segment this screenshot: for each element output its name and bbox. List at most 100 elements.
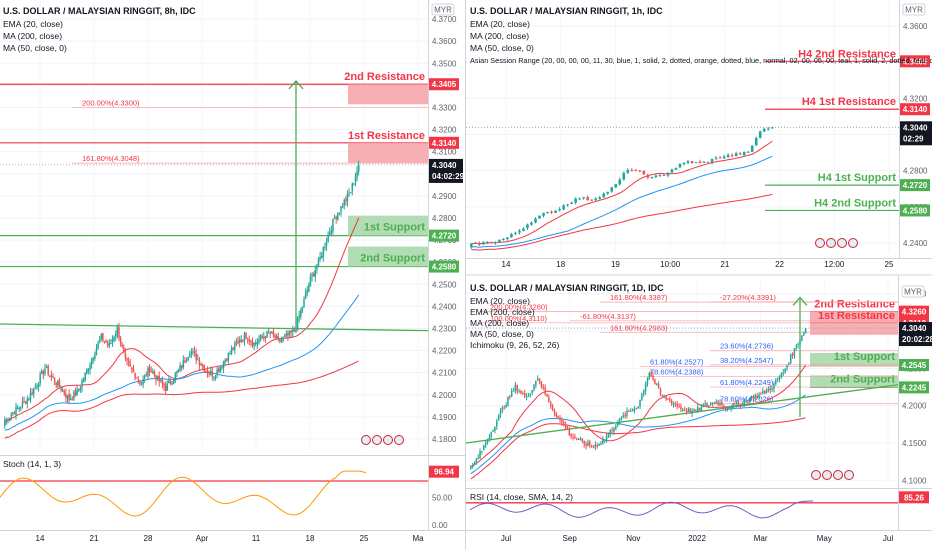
candle [722, 405, 725, 408]
candle [16, 407, 19, 409]
candle [221, 366, 223, 368]
candle [486, 241, 489, 243]
currency-badge[interactable] [901, 285, 925, 298]
economic-event-icon[interactable] [811, 470, 821, 480]
candle [769, 388, 771, 391]
fib-label: 200.00%(4.3260) [490, 303, 548, 312]
resistance-label: 1st Resistance [818, 310, 895, 322]
candle [576, 438, 578, 440]
candle [558, 209, 561, 211]
economic-event-icon[interactable] [815, 238, 825, 248]
indicator-ema200-1d[interactable]: EMA (200, close) [470, 307, 535, 317]
candle [766, 128, 770, 130]
indicator-ma200-8h[interactable]: MA (200, close) [3, 31, 62, 41]
candle [700, 406, 703, 411]
candle [176, 371, 178, 374]
candle [736, 402, 738, 405]
economic-event-icon[interactable] [383, 435, 393, 445]
indicator-ema-1d[interactable]: EMA (20, close) [470, 296, 530, 306]
time-axis-label: 25 [360, 534, 369, 543]
indicator-ema-8h[interactable]: EMA (20, close) [3, 19, 63, 29]
economic-event-icon[interactable] [848, 238, 858, 248]
candle [237, 340, 239, 344]
support-label: 2nd Support [830, 373, 895, 385]
candle [177, 369, 180, 372]
economic-event-icon[interactable] [822, 470, 832, 480]
economic-event-icon[interactable] [372, 435, 382, 445]
candle [29, 392, 32, 400]
candle [574, 198, 577, 203]
candle [793, 348, 796, 356]
fib-label: 78.60%(4.2388) [650, 368, 704, 377]
candle [253, 343, 255, 346]
candle [216, 369, 218, 376]
candle [746, 151, 750, 153]
candle [505, 405, 507, 408]
symbol-title-1h: U.S. DOLLAR / MALAYSIAN RINGGIT, 1h, IDC [470, 6, 663, 16]
candle [758, 394, 760, 399]
economic-event-icon[interactable] [394, 435, 404, 445]
candle [55, 383, 57, 386]
candle [298, 315, 300, 318]
candle [795, 345, 798, 348]
candle [706, 161, 710, 163]
candle [683, 409, 686, 411]
indicator-ma50-8h[interactable]: MA (50, close, 0) [3, 43, 67, 53]
zone-price-tag-label: 4.2720 [432, 232, 457, 241]
candle [97, 342, 99, 349]
stoch-title[interactable]: Stoch (14, 1, 3) [3, 459, 61, 469]
candle [676, 403, 678, 407]
economic-event-icon[interactable] [826, 238, 836, 248]
candle [626, 410, 628, 416]
candle [219, 366, 222, 373]
candle [622, 415, 625, 418]
candle [197, 359, 199, 361]
rsi-title[interactable]: RSI (14, close, SMA, 14, 2) [470, 492, 573, 502]
candle [234, 342, 236, 350]
indicator-ema-1h[interactable]: EMA (20, close) [470, 19, 530, 29]
candle [263, 337, 265, 339]
candle [28, 399, 30, 401]
candle [108, 343, 111, 346]
indicator-ma200-1d[interactable]: MA (200, close) [470, 318, 529, 328]
indicator-ichimoku-1d[interactable]: Ichimoku (9, 26, 52, 26) [470, 340, 559, 350]
zone-price-tag-label: 4.3260 [902, 308, 927, 317]
indicator-ma200-1h[interactable]: MA (200, close) [470, 31, 529, 41]
candle [501, 407, 504, 412]
indicator-ma50-1h[interactable]: MA (50, close, 0) [470, 43, 534, 53]
candle [566, 204, 569, 206]
candle [549, 402, 552, 407]
economic-event-icon[interactable] [837, 238, 847, 248]
candle [527, 395, 530, 397]
candle [680, 406, 682, 410]
candle [243, 333, 246, 341]
candle [267, 332, 270, 334]
zone-box [810, 322, 898, 335]
candle [311, 274, 313, 277]
zone-price-tag [429, 260, 459, 273]
candle [704, 403, 706, 405]
economic-event-icon[interactable] [361, 435, 371, 445]
currency-badge[interactable] [431, 3, 455, 16]
candle [110, 342, 112, 344]
candle [672, 403, 675, 405]
economic-event-icon[interactable] [833, 470, 843, 480]
indicator-ma50-1d[interactable]: MA (50, close, 0) [470, 329, 534, 339]
economic-event-icon[interactable] [844, 470, 854, 480]
candle [338, 212, 341, 214]
candle [658, 174, 662, 176]
candle [327, 235, 329, 242]
candle [78, 389, 80, 391]
currency-badge[interactable] [902, 3, 926, 16]
candle [801, 335, 803, 341]
indicator-asian-range[interactable]: Asian Session Range (20, 00, 00, 00, 11,… [470, 56, 932, 65]
candle [168, 380, 170, 383]
time-axis-label: 19 [611, 260, 620, 269]
candle [23, 400, 25, 402]
candle [76, 389, 78, 396]
candle [135, 377, 138, 379]
candle [715, 401, 718, 404]
candle [662, 174, 666, 176]
candle [639, 399, 641, 407]
